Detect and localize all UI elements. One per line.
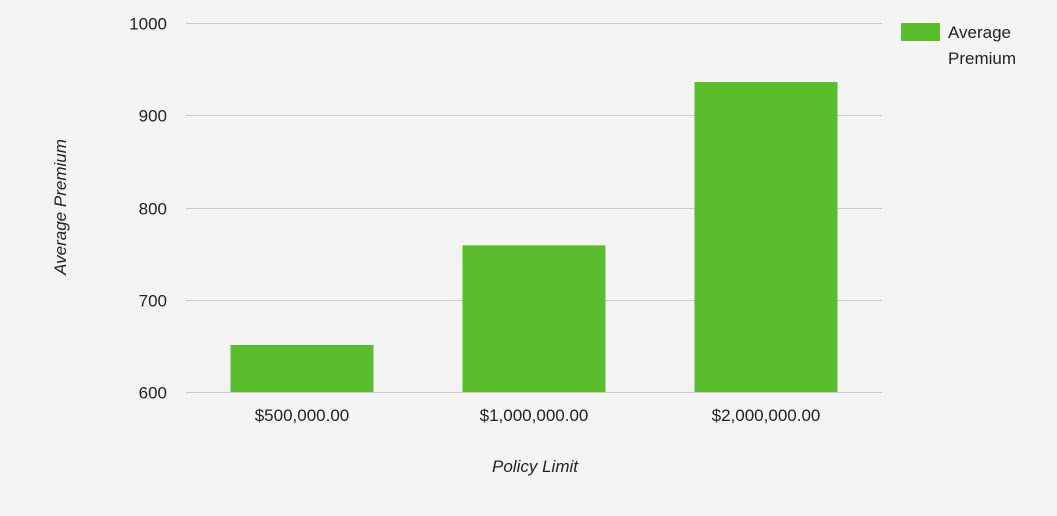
x-axis-ticks: $500,000.00 $1,000,000.00 $2,000,000.00 [255,406,821,425]
legend: Average Premium [901,23,1016,68]
legend-swatch [901,23,940,41]
y-tick-label: 800 [139,200,167,219]
y-tick-label: 1000 [129,15,167,34]
y-tick-label: 700 [139,292,167,311]
bars [230,82,838,392]
y-tick-label: 900 [139,107,167,126]
bar[interactable] [462,245,606,392]
bar[interactable] [230,344,374,392]
x-axis-title: Policy Limit [492,457,579,476]
x-tick-label: $500,000.00 [255,406,350,425]
x-tick-label: $2,000,000.00 [712,406,821,425]
bar[interactable] [694,82,838,392]
legend-label-line1: Average [948,23,1011,42]
y-tick-label: 600 [139,384,167,403]
legend-label-line2: Premium [948,49,1016,68]
y-axis-ticks: 600 700 800 900 1000 [129,15,167,403]
y-axis-title: Average Premium [51,139,70,276]
x-tick-label: $1,000,000.00 [480,406,589,425]
